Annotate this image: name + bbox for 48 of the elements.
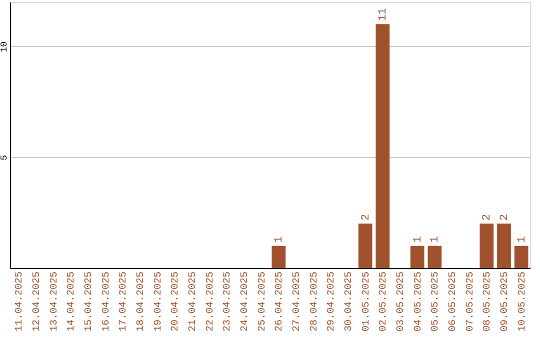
- x-tick-label: 19.04.2025: [153, 272, 164, 332]
- bar: [497, 224, 511, 268]
- bar: [358, 224, 372, 268]
- y-tick-label: 10: [0, 41, 10, 52]
- x-tick-label: 29.04.2025: [326, 272, 338, 332]
- x-tick-label: 14.04.2025: [66, 272, 78, 332]
- data-label: 1: [430, 236, 442, 243]
- x-tick-label: 08.05.2025: [482, 272, 494, 332]
- x-tick-label: 22.04.2025: [205, 272, 216, 332]
- x-tick-label: 12.04.2025: [32, 272, 43, 332]
- x-tick-label: 26.04.2025: [274, 272, 286, 332]
- x-tick-label: 23.04.2025: [222, 272, 234, 332]
- x-tick-label: 11.04.2025: [14, 272, 26, 332]
- x-tick-label: 24.04.2025: [240, 272, 251, 332]
- bar: [376, 24, 390, 268]
- x-tick-label: 25.04.2025: [257, 272, 268, 332]
- data-label: 1: [412, 236, 424, 243]
- x-tick-label: 03.05.2025: [396, 272, 407, 332]
- x-tick-label: 20.04.2025: [170, 272, 182, 332]
- bar: [514, 246, 528, 268]
- data-label: 2: [360, 214, 372, 221]
- x-tick-label: 30.04.2025: [344, 272, 355, 332]
- y-tick-label: 5: [0, 154, 10, 160]
- bar: [272, 246, 286, 268]
- x-tick-label: 10.05.2025: [517, 272, 528, 332]
- data-label: 2: [482, 214, 494, 221]
- x-tick-label: 16.04.2025: [101, 272, 112, 332]
- bar: [410, 246, 424, 268]
- x-tick-label: 21.04.2025: [188, 272, 199, 332]
- x-tick-label: 06.05.2025: [448, 272, 459, 332]
- data-label: 2: [499, 214, 511, 221]
- x-tick-label: 02.05.2025: [378, 272, 390, 332]
- data-label: 1: [516, 236, 528, 243]
- x-tick-label: 05.05.2025: [430, 272, 442, 332]
- x-tick-label: 28.04.2025: [309, 272, 320, 332]
- x-tick-label: 15.04.2025: [84, 272, 95, 332]
- bar: [480, 224, 494, 268]
- x-tick-label: 04.05.2025: [413, 272, 424, 332]
- x-tick-label: 17.04.2025: [118, 272, 130, 332]
- x-tick-label: 07.05.2025: [465, 272, 476, 332]
- x-tick-label: 13.04.2025: [49, 272, 60, 332]
- x-tick-label: 27.04.2025: [292, 272, 303, 332]
- data-label: 11: [378, 8, 390, 22]
- x-tick-label: 18.04.2025: [136, 272, 147, 332]
- data-label: 1: [274, 236, 286, 243]
- x-tick-label: 01.05.2025: [361, 272, 372, 332]
- bar: [428, 246, 442, 268]
- x-tick-label: 09.05.2025: [500, 272, 511, 332]
